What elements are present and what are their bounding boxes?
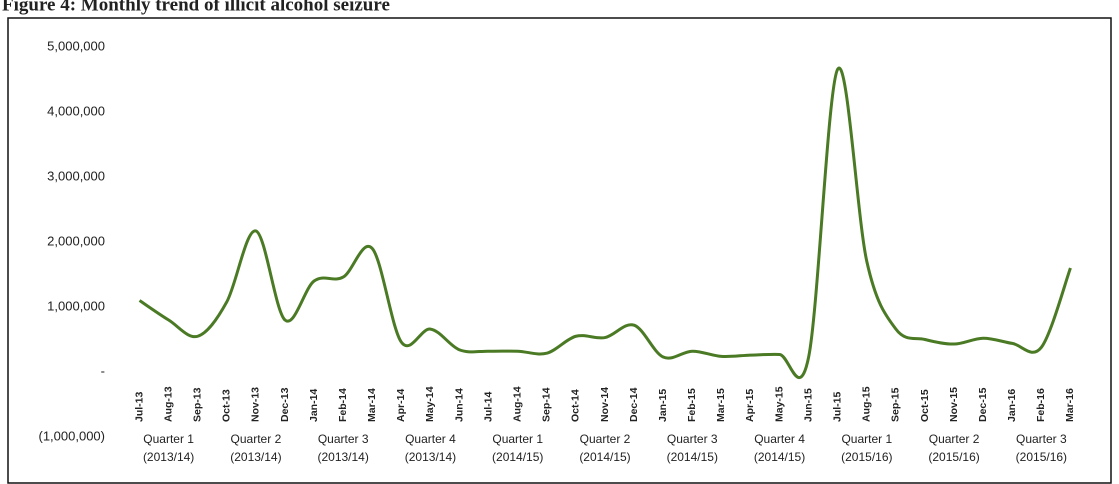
chart-frame [7,17,1112,484]
group-period: (2015/16) [841,450,892,464]
group-period: (2014/15) [754,450,805,464]
x-tick-label: Aug-14 [512,386,524,422]
x-tick-label: May-15 [773,386,785,422]
x-tick-label: Oct-13 [221,389,233,422]
x-tick-label: Aug-15 [861,386,873,422]
group-period: (2013/14) [230,450,281,464]
group-period: (2015/16) [1016,450,1067,464]
y-tick-label: 5,000,000 [47,38,105,53]
group-label: Quarter 3 [318,432,369,446]
x-tick-label: Jul-14 [482,391,494,422]
x-tick-label: Jun-15 [802,388,814,422]
x-tick-label: Dec-14 [628,387,640,422]
group-label: Quarter 3 [1016,432,1067,446]
y-tick-label: 2,000,000 [47,233,105,248]
group-label: Quarter 1 [492,432,543,446]
x-tick-label: Apr-15 [744,389,756,422]
x-tick-label: May-14 [424,386,436,422]
group-period: (2013/14) [143,450,194,464]
x-tick-label: Feb-14 [337,388,349,422]
x-tick-label: Jan-14 [308,389,320,422]
x-tick-label: Dec-13 [279,387,291,422]
y-tick-label: 4,000,000 [47,103,105,118]
group-label: Quarter 2 [929,432,980,446]
x-tick-label: Mar-14 [366,388,378,422]
x-tick-label: Apr-14 [395,389,407,422]
group-label: Quarter 1 [143,432,194,446]
x-tick-label: Dec-15 [977,387,989,422]
x-tick-label: Nov-13 [250,387,262,422]
x-tick-label: Sep-14 [541,387,553,422]
y-tick-label: 1,000,000 [47,298,105,313]
x-tick-label: Nov-14 [599,387,611,422]
group-label: Quarter 2 [580,432,631,446]
x-tick-label: Jan-15 [657,389,669,422]
y-tick-label: 3,000,000 [47,168,105,183]
x-tick-label: Mar-16 [1064,388,1076,422]
group-label: Quarter 4 [405,432,456,446]
x-tick-label: Nov-15 [948,387,960,422]
y-tick-label: - [101,363,105,378]
x-tick-label: Sep-15 [890,387,902,422]
x-tick-label: Jun-14 [453,388,465,422]
x-tick-label: Feb-15 [686,388,698,422]
y-tick-label: (1,000,000) [39,428,106,443]
group-period: (2014/15) [579,450,630,464]
x-tick-label: Aug-13 [162,386,174,422]
group-label: Quarter 3 [667,432,718,446]
x-tick-label: Mar-15 [715,388,727,422]
chart-title: Figure 4: Monthly trend of illicit alcoh… [2,0,390,15]
x-tick-label: Feb-16 [1035,388,1047,422]
x-tick-label: Jul-15 [832,391,844,422]
group-period: (2014/15) [492,450,543,464]
x-tick-label: Jan-16 [1006,389,1018,422]
x-tick-label: Oct-14 [570,389,582,422]
x-tick-label: Oct-15 [919,389,931,422]
x-tick-label: Sep-13 [192,387,204,422]
group-label: Quarter 2 [231,432,282,446]
group-period: (2014/15) [667,450,718,464]
group-label: Quarter 4 [754,432,805,446]
line [138,66,1072,379]
group-period: (2015/16) [928,450,979,464]
group-period: (2013/14) [317,450,368,464]
x-tick-label: Jul-13 [133,391,145,422]
group-period: (2013/14) [405,450,456,464]
group-label: Quarter 1 [841,432,892,446]
